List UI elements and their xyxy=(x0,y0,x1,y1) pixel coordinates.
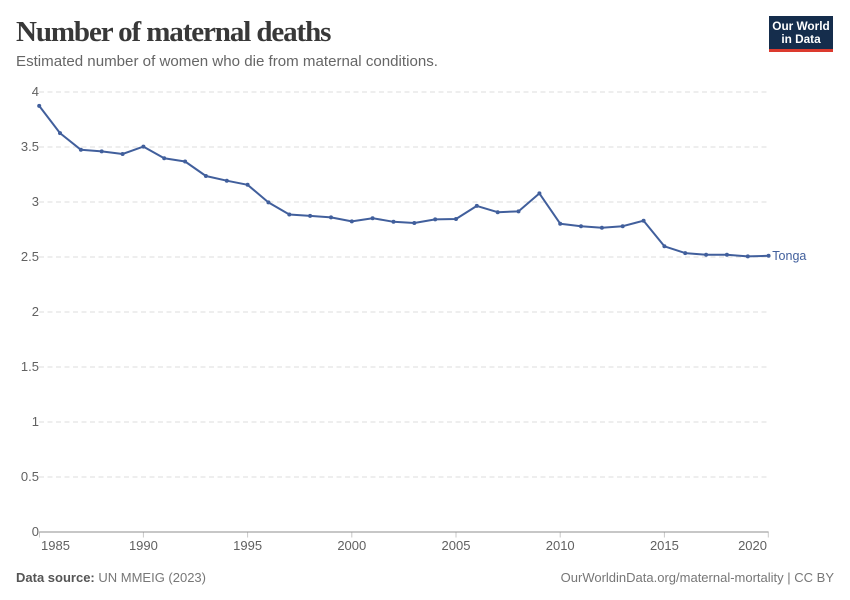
svg-text:Tonga: Tonga xyxy=(772,249,806,263)
svg-text:1995: 1995 xyxy=(233,538,262,553)
svg-text:2.5: 2.5 xyxy=(21,249,39,264)
svg-text:2000: 2000 xyxy=(337,538,366,553)
svg-text:2015: 2015 xyxy=(650,538,679,553)
svg-text:1.5: 1.5 xyxy=(21,359,39,374)
svg-text:2: 2 xyxy=(32,304,39,319)
svg-text:0: 0 xyxy=(32,524,39,539)
svg-text:2020: 2020 xyxy=(738,538,767,553)
svg-text:3.5: 3.5 xyxy=(21,139,39,154)
svg-text:4: 4 xyxy=(32,84,39,99)
svg-text:2010: 2010 xyxy=(546,538,575,553)
svg-text:1: 1 xyxy=(32,414,39,429)
svg-text:2005: 2005 xyxy=(442,538,471,553)
svg-text:3: 3 xyxy=(32,194,39,209)
svg-text:0.5: 0.5 xyxy=(21,469,39,484)
svg-text:1985: 1985 xyxy=(41,538,70,553)
svg-text:1990: 1990 xyxy=(129,538,158,553)
